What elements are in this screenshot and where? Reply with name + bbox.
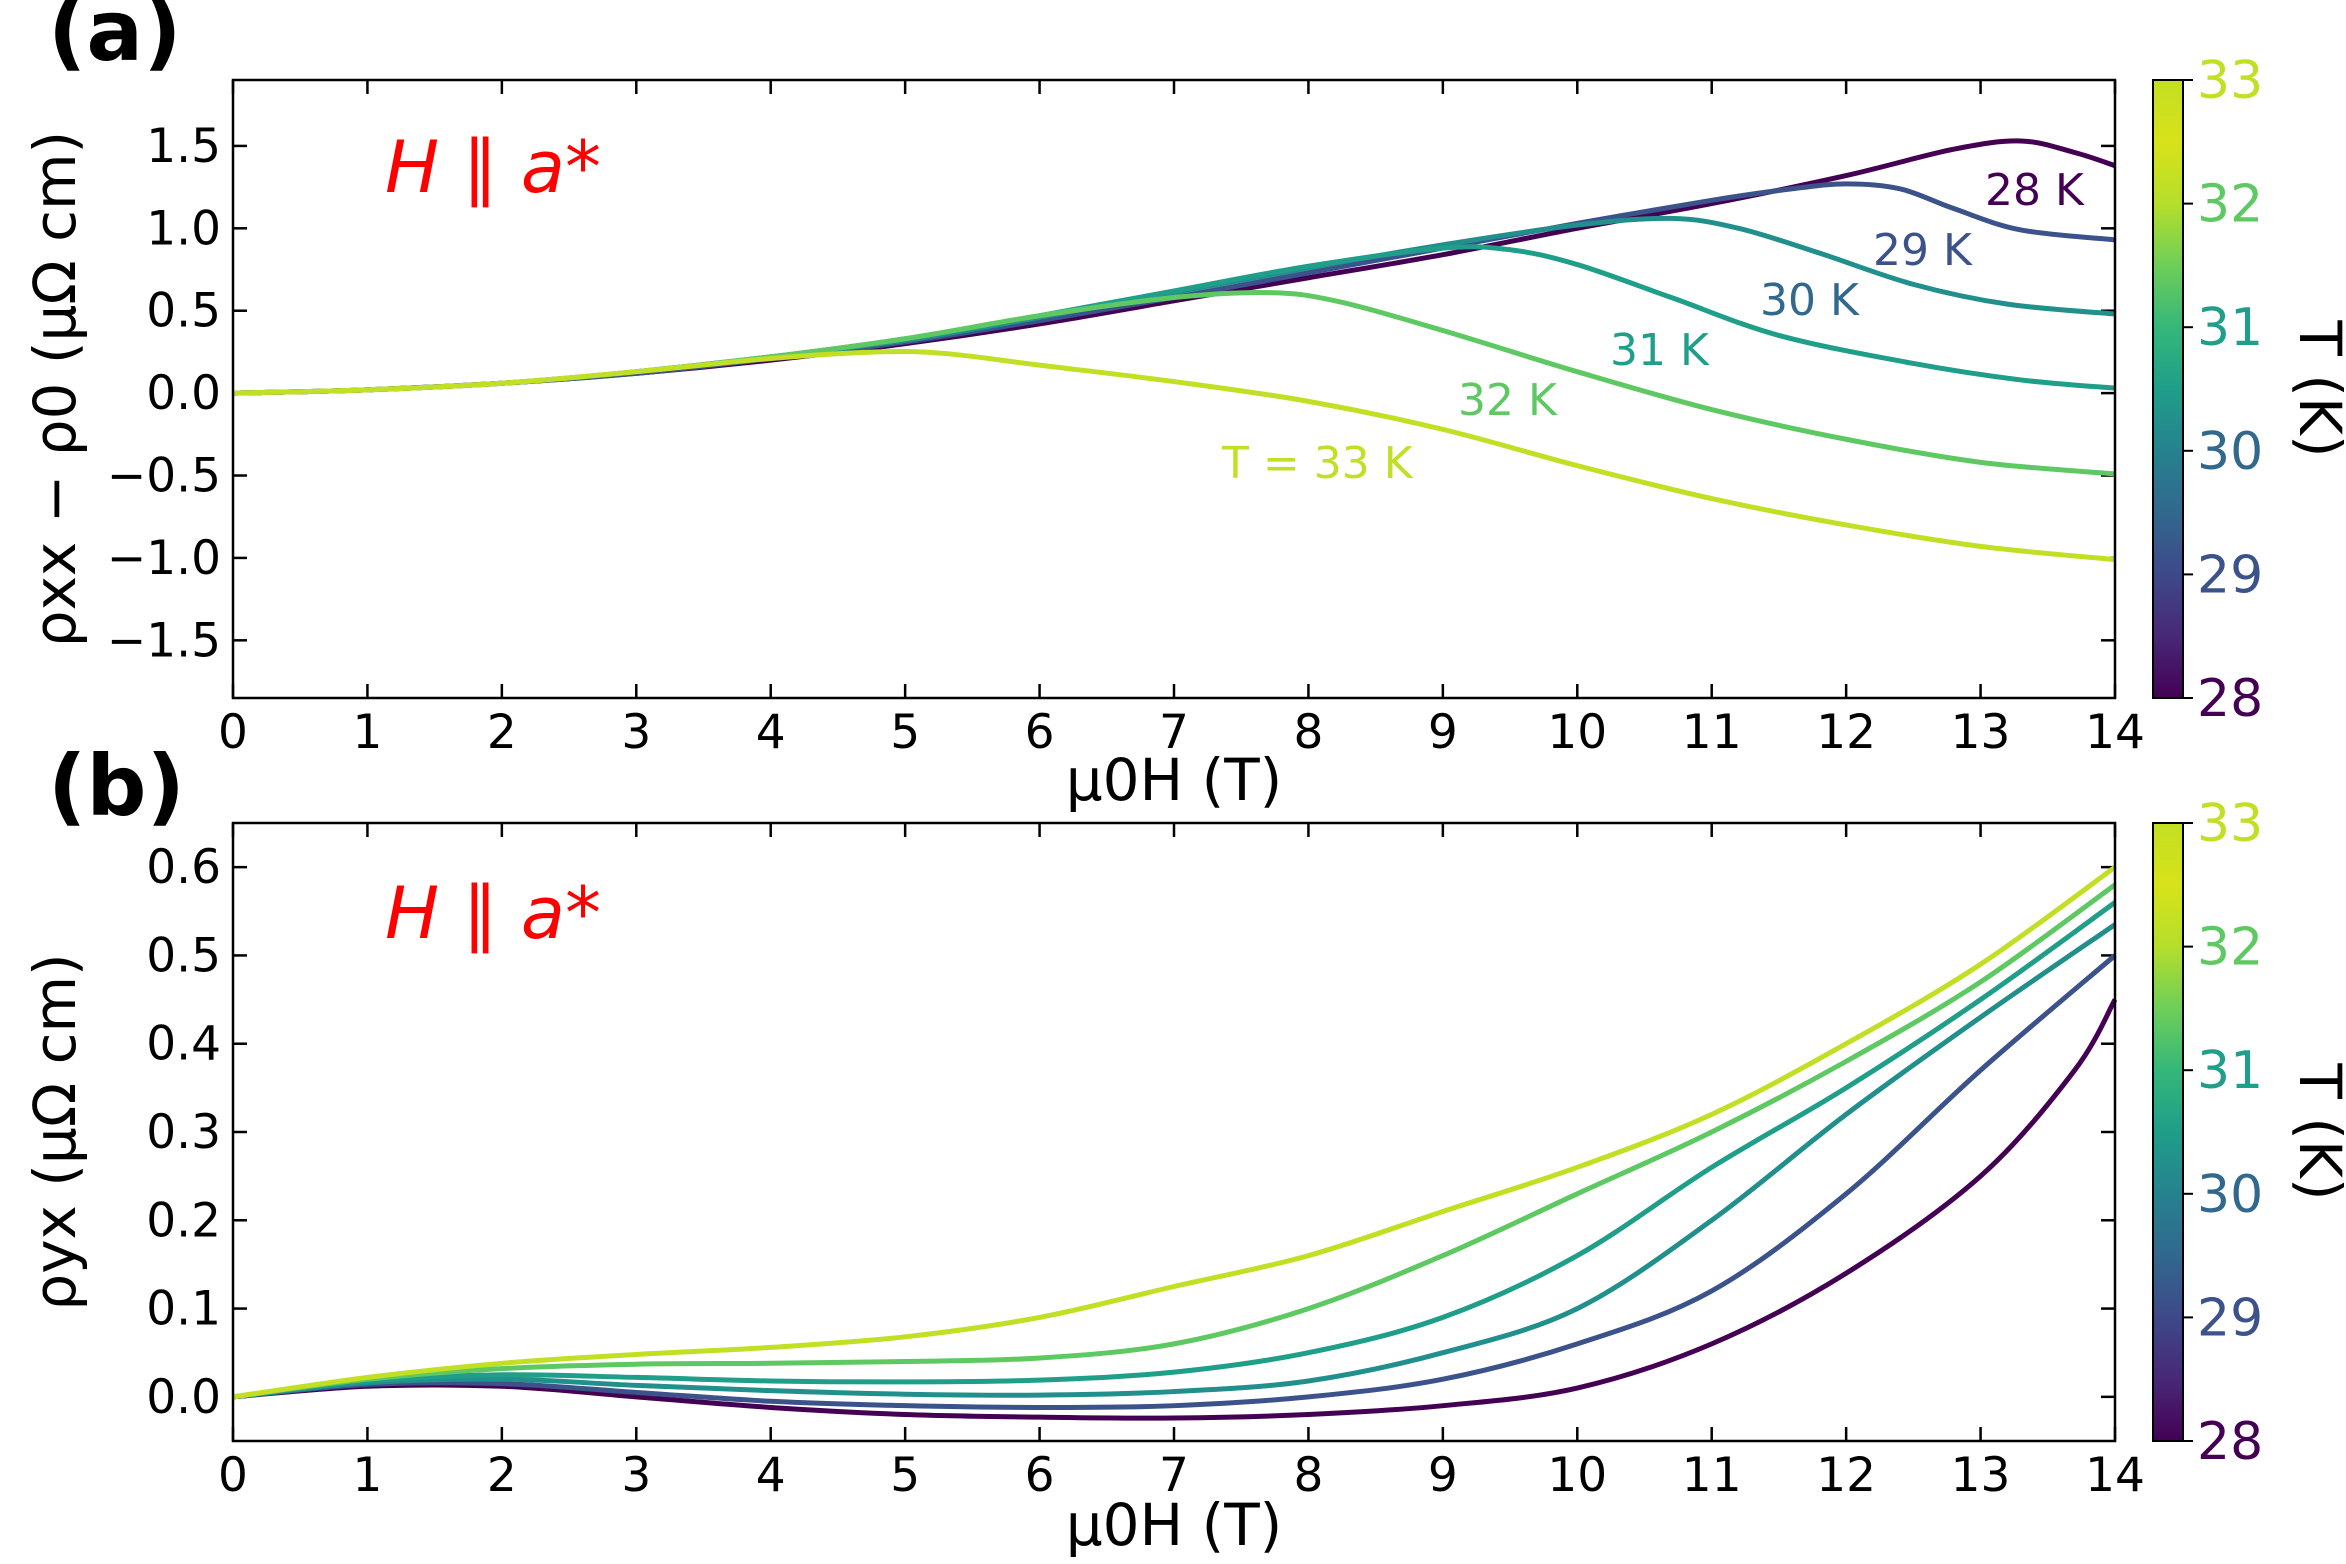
panel-b-xtick-label: 11 [1682,1448,1742,1503]
panel-a-xtick-label: 14 [2085,705,2145,760]
panel-b-ytick-label: 0.5 [146,928,221,983]
curve-label-33k: T = 33 K [1221,438,1414,489]
panel-a-xtick-label: 13 [1951,705,2011,760]
panel-b-xtick-label: 4 [756,1448,786,1503]
panel-b-colorbar-tick-label: 28 [2197,1412,2263,1472]
panel-b-ytick-label: 0.2 [146,1193,221,1248]
panel-a: (a) H ∥ a* 0 1 2 3 4 5 6 7 8 9 10 11 12 13 14−1.5−1.0−… [21,0,2346,814]
panel-a-ytick-label: −1.5 [107,613,221,668]
panel-b-frame [231,821,2117,1443]
panel-a-xtick-label: 9 [1428,705,1458,760]
panel-a-ytick-label: 0.0 [146,366,221,421]
panel-b-colorbar-tick-label: 30 [2197,1165,2263,1225]
panel-b-annotation: H ∥ a* [385,871,601,955]
curve-label-31k: 31 K [1610,325,1710,376]
panel-b-tag: (b) [48,737,185,835]
panel-b-xtick-label: 12 [1816,1448,1876,1503]
curve-label-28k: 28 K [1985,165,2085,216]
panel-b-colorbar-tick-label: 32 [2197,918,2263,978]
panel-a-xtick-label: 2 [487,705,517,760]
panel-a-xtick-label: 1 [352,705,382,760]
panel-a-tag: (a) [48,0,181,80]
panel-b: (b) H ∥ a* 0 1 2 3 4 5 6 7 8 9 10 11 12 13 140.00.10.2… [21,737,2346,1559]
panel-b-ticks: 0 1 2 3 4 5 6 7 8 9 10 11 12 13 140.00.10.20.30.40.50.… [146,823,2145,1503]
panel-a-xtick-label: 12 [1816,705,1876,760]
panel-a-ytick-label: 0.5 [146,284,221,339]
panel-b-colorbar-ticks: 28 29 30 31 32 33 [2183,794,2263,1472]
panel-b-xtick-label: 1 [352,1448,382,1503]
panel-b-xtick-label: 13 [1951,1448,2011,1503]
panel-a-colorbar-tick-label: 30 [2197,422,2263,482]
panel-b-xtick-label: 14 [2085,1448,2145,1503]
panel-b-xtick-label: 0 [218,1448,248,1503]
panel-b-series-33k [232,865,2117,1400]
panel-a-xtick-label: 3 [621,705,651,760]
panel-b-series [232,865,2118,1421]
panel-a-colorbar-tick-label: 29 [2197,545,2263,605]
panel-b-xtick-label: 6 [1025,1448,1055,1503]
panel-b-ytick-label: 0.3 [146,1105,221,1160]
panel-a-ytick-label: 1.5 [146,119,221,174]
panel-b-xtick-label: 7 [1159,1448,1189,1503]
panel-b-colorbar-tick-label: 31 [2197,1041,2263,1101]
panel-b-series-31k [232,900,2117,1400]
panel-b-series-32k [232,882,2117,1400]
panel-a-xtick-label: 8 [1293,705,1323,760]
curve-label-30k: 30 K [1760,275,1860,326]
panel-a-ylabel: ρxx − ρ0 (μΩ cm) [21,131,89,647]
panel-a-annotation: H ∥ a* [385,125,601,209]
panel-a-xtick-label: 10 [1547,705,1607,760]
panel-a-xtick-label: 4 [756,705,786,760]
panel-b-xlabel: μ0H (T) [1066,1491,1283,1559]
panel-b-series-29k [232,953,2117,1410]
panel-b-xtick-label: 5 [890,1448,920,1503]
panel-a-series-33k [232,348,2116,563]
panel-a-colorbar [2152,79,2184,699]
panel-a-xtick-label: 7 [1159,705,1189,760]
panel-a-frame [231,78,2117,700]
panel-b-xtick-label: 9 [1428,1448,1458,1503]
panel-a-colorbar-ticks: 28 29 30 31 32 33 [2183,51,2263,729]
panel-b-ytick-label: 0.1 [146,1282,221,1337]
panel-a-colorbar-tick-label: 32 [2197,175,2263,235]
panel-a-ticks: 0 1 2 3 4 5 6 7 8 9 10 11 12 13 14−1.5−1.0−0.50.00.51.… [107,80,2145,760]
panel-b-xtick-label: 2 [487,1448,517,1503]
panel-b-series-28k [232,998,2118,1421]
panel-a-series [232,138,2116,563]
curve-label-32k: 32 K [1458,375,1558,426]
panel-b-xtick-label: 8 [1293,1448,1323,1503]
panel-a-xtick-label: 6 [1025,705,1055,760]
panel-a-ytick-label: −0.5 [107,449,221,504]
panel-a-xtick-label: 0 [218,705,248,760]
panel-a-colorbar-tick-label: 28 [2197,669,2263,729]
panel-b-ylabel: ρyx (μΩ cm) [21,953,89,1310]
panel-a-xtick-label: 5 [890,705,920,760]
panel-a-ytick-label: −1.0 [107,531,221,586]
panel-a-ytick-label: 1.0 [146,201,221,256]
panel-b-ytick-label: 0.6 [146,840,221,895]
panel-b-colorbar [2152,822,2184,1442]
panel-b-ytick-label: 0.4 [146,1017,221,1072]
curve-label-29k: 29 K [1873,225,1973,276]
panel-b-series-30k [232,922,2117,1400]
panel-b-colorbar-label: T (K) [2286,1062,2346,1200]
panel-a-colorbar-label: T (K) [2286,319,2346,457]
panel-b-xtick-label: 3 [621,1448,651,1503]
panel-a-xlabel: μ0H (T) [1066,746,1283,814]
panel-b-xtick-label: 10 [1547,1448,1607,1503]
panel-a-colorbar-tick-label: 31 [2197,298,2263,358]
panel-b-colorbar-tick-label: 29 [2197,1288,2263,1348]
panel-b-colorbar-tick-label: 33 [2197,794,2263,854]
panel-a-colorbar-tick-label: 33 [2197,51,2263,111]
panel-a-xtick-label: 11 [1682,705,1742,760]
panel-b-ytick-label: 0.0 [146,1370,221,1425]
